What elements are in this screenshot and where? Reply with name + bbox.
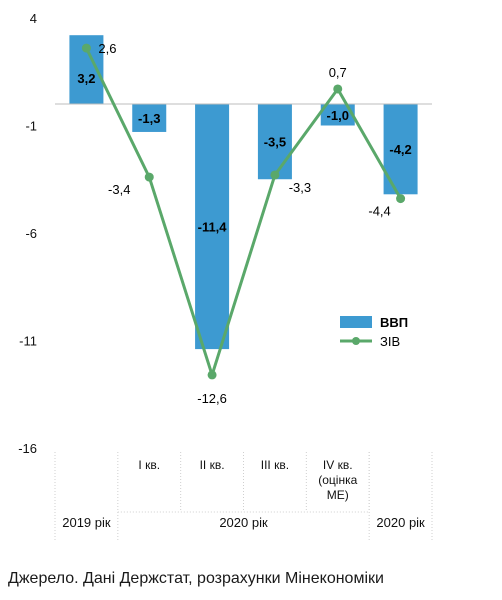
line-point-ziv xyxy=(333,84,343,94)
category-label: IV кв. xyxy=(323,458,353,472)
line-data-label: -4,4 xyxy=(368,204,390,219)
group-label: 2020 рік xyxy=(219,515,268,530)
line-point-ziv xyxy=(144,172,154,182)
y-tick-label: -11 xyxy=(19,334,37,349)
y-tick-label: -6 xyxy=(25,226,37,241)
bar-vvp xyxy=(195,104,230,350)
legend-swatch-vvp xyxy=(340,316,372,328)
category-label: (оцінка xyxy=(318,473,357,487)
y-tick-label: -16 xyxy=(18,441,37,456)
bar-data-label: -11,4 xyxy=(198,220,228,235)
legend-label-ziv: ЗІВ xyxy=(380,334,400,349)
line-ziv xyxy=(85,47,402,377)
line-point-ziv xyxy=(81,43,91,53)
category-label: II кв. xyxy=(200,458,225,472)
chart-svg: 4 -1 -6 -11 -16 3,2 -1,3 -11,4 -3,5 -1,0 -4,2 2,6 -3… xyxy=(18,11,433,540)
y-tick-label: -1 xyxy=(25,119,37,134)
bar-data-label: -3,5 xyxy=(264,135,286,150)
legend-marker-ziv xyxy=(352,337,360,345)
bar-vvp xyxy=(257,104,292,180)
bar-data-label: 3,2 xyxy=(77,71,95,86)
bar-vvp xyxy=(320,104,355,126)
line-data-label: 2,6 xyxy=(98,41,116,56)
line-point-ziv xyxy=(207,370,217,380)
line-data-label: -3,4 xyxy=(108,182,130,197)
bar-data-label: -1,0 xyxy=(327,108,349,123)
line-point-ziv xyxy=(270,170,280,180)
line-data-label: 0,7 xyxy=(329,65,347,80)
y-tick-label: 4 xyxy=(30,11,37,26)
group-label: 2019 рік xyxy=(62,515,111,530)
legend-label-vvp: ВВП xyxy=(380,315,408,330)
bar-vvp xyxy=(132,104,167,132)
category-label: I кв. xyxy=(138,458,160,472)
bar-data-label: -4,2 xyxy=(389,142,411,157)
category-label: III кв. xyxy=(261,458,289,472)
source-note: Джерело. Дані Держстат, розрахунки Мінек… xyxy=(8,570,384,587)
line-point-ziv xyxy=(396,194,406,204)
group-label: 2020 рік xyxy=(376,515,425,530)
line-data-label: -12,6 xyxy=(197,391,227,406)
line-data-label: -3,3 xyxy=(289,180,311,195)
category-label: МЕ) xyxy=(327,488,349,502)
bar-data-label: -1,3 xyxy=(138,111,160,126)
